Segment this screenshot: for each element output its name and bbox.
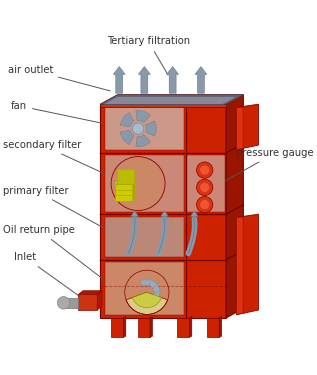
- Bar: [105, 156, 184, 212]
- Polygon shape: [97, 291, 102, 310]
- Circle shape: [200, 200, 210, 210]
- FancyArrow shape: [153, 288, 161, 298]
- Polygon shape: [100, 104, 226, 107]
- Bar: [105, 262, 184, 315]
- Bar: [78, 294, 97, 310]
- Polygon shape: [236, 107, 243, 150]
- FancyArrow shape: [146, 278, 157, 288]
- FancyArrow shape: [167, 66, 178, 93]
- Text: Oil return pipe: Oil return pipe: [3, 225, 105, 280]
- Bar: [187, 156, 225, 212]
- Bar: [177, 318, 189, 338]
- FancyArrow shape: [113, 66, 125, 93]
- Polygon shape: [226, 95, 243, 318]
- FancyArrow shape: [191, 211, 198, 222]
- Polygon shape: [219, 316, 222, 338]
- Polygon shape: [120, 112, 134, 127]
- Polygon shape: [120, 130, 134, 144]
- Circle shape: [200, 182, 210, 192]
- FancyArrow shape: [139, 66, 150, 93]
- Circle shape: [197, 179, 213, 195]
- Wedge shape: [132, 292, 161, 308]
- FancyArrow shape: [160, 211, 168, 222]
- Text: primary filter: primary filter: [3, 186, 113, 233]
- Polygon shape: [236, 104, 258, 150]
- Polygon shape: [100, 95, 243, 104]
- FancyArrow shape: [149, 294, 160, 304]
- Polygon shape: [150, 316, 152, 338]
- Circle shape: [57, 297, 70, 309]
- FancyArrow shape: [131, 211, 139, 222]
- Circle shape: [111, 157, 165, 210]
- Circle shape: [133, 123, 144, 134]
- Circle shape: [197, 196, 213, 213]
- Text: Inlet: Inlet: [14, 252, 86, 301]
- Polygon shape: [136, 110, 151, 123]
- Polygon shape: [100, 95, 243, 104]
- Bar: [138, 318, 150, 338]
- Polygon shape: [104, 97, 237, 104]
- Text: secondary filter: secondary filter: [3, 140, 117, 179]
- Polygon shape: [189, 316, 192, 338]
- FancyArrow shape: [140, 279, 150, 285]
- FancyArrow shape: [152, 282, 160, 293]
- Polygon shape: [136, 135, 151, 147]
- Polygon shape: [146, 121, 156, 136]
- FancyArrow shape: [195, 66, 207, 93]
- Polygon shape: [123, 316, 126, 338]
- Polygon shape: [78, 291, 102, 294]
- Polygon shape: [236, 214, 258, 315]
- Bar: [207, 318, 219, 338]
- Text: fan: fan: [11, 101, 113, 126]
- Bar: [64, 298, 78, 307]
- Polygon shape: [236, 217, 243, 315]
- Text: pressure gauge: pressure gauge: [216, 148, 314, 186]
- Circle shape: [197, 162, 213, 178]
- Polygon shape: [133, 182, 135, 201]
- Wedge shape: [126, 292, 168, 314]
- Circle shape: [200, 165, 210, 175]
- Bar: [111, 318, 123, 338]
- Bar: [114, 184, 133, 201]
- Text: air outlet: air outlet: [8, 64, 110, 91]
- Bar: [100, 104, 226, 318]
- Text: Tertiary filtration: Tertiary filtration: [107, 36, 190, 75]
- Bar: [105, 217, 184, 257]
- Polygon shape: [114, 182, 135, 184]
- Bar: [105, 107, 184, 150]
- Bar: [117, 170, 134, 184]
